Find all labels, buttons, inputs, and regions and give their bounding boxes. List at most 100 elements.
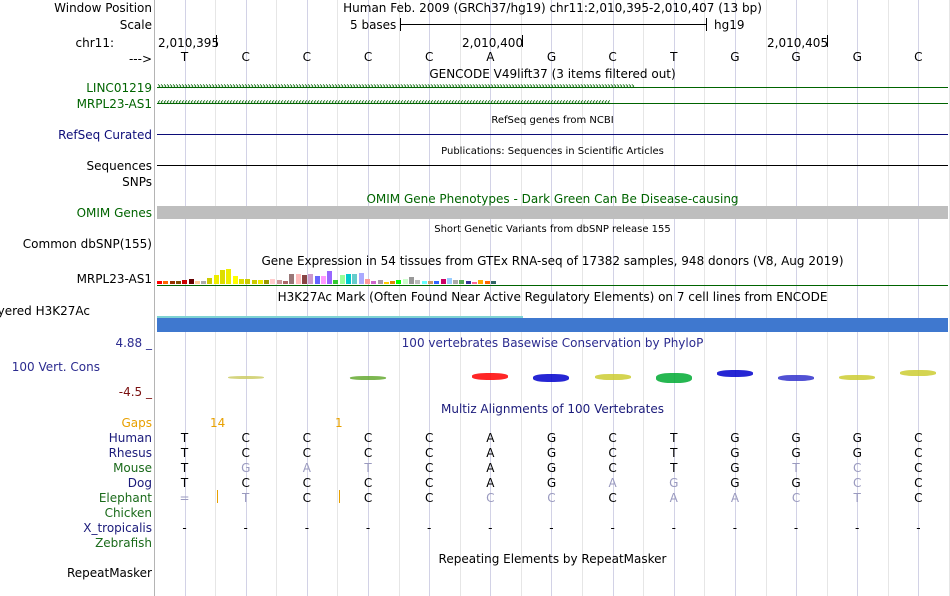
gene-linc01219-track[interactable]: ››››››››››››››››››››››››››››››››››››››››… xyxy=(157,80,948,94)
alignment-base: - xyxy=(243,521,248,535)
gtex-tissue-bar[interactable] xyxy=(251,280,257,284)
gtex-tissue-bar[interactable] xyxy=(188,279,194,284)
h3k27ac-label[interactable]: Layered H3K27Ac xyxy=(0,304,90,318)
gtex-tissue-bar[interactable] xyxy=(358,273,364,284)
phylop-title: 100 vertebrates Basewise Conservation by… xyxy=(401,336,704,350)
gtex-tissue-bar[interactable] xyxy=(301,275,307,284)
sequences-track-line[interactable] xyxy=(157,165,948,166)
gtex-tissue-bar[interactable] xyxy=(276,280,282,284)
refseq-label[interactable]: RefSeq Curated xyxy=(58,128,152,142)
gtex-tissue-bar[interactable] xyxy=(396,280,402,284)
gap-count: 14 xyxy=(210,416,226,430)
gtex-tissue-bar[interactable] xyxy=(220,270,225,284)
species-label-mouse[interactable]: Mouse xyxy=(113,461,152,475)
gtex-tissue-bar[interactable] xyxy=(421,281,427,284)
gtex-tissue-bar[interactable] xyxy=(283,281,288,284)
gtex-tissue-bar[interactable] xyxy=(157,281,162,284)
grid-line xyxy=(826,0,828,596)
dbsnp-label[interactable]: Common dbSNP(155) xyxy=(22,237,152,251)
species-label-rhesus[interactable]: Rhesus xyxy=(108,446,152,460)
grid-line xyxy=(551,0,553,596)
gtex-tissue-bar[interactable] xyxy=(383,282,389,284)
gtex-tissue-bar[interactable] xyxy=(232,276,238,284)
gtex-tissue-bar[interactable] xyxy=(484,281,490,284)
gene-label-mrpl23-as1[interactable]: MRPL23-AS1 xyxy=(76,97,152,111)
gtex-tissue-bar[interactable] xyxy=(390,281,396,284)
gtex-tissue-bar[interactable] xyxy=(207,278,213,284)
gtex-tissue-bar[interactable] xyxy=(175,281,181,284)
species-label-elephant[interactable]: Elephant xyxy=(98,491,152,505)
gtex-tissue-bar[interactable] xyxy=(364,279,370,284)
gtex-tissue-bar[interactable] xyxy=(308,274,314,284)
gtex-tissue-bar[interactable] xyxy=(182,280,188,284)
gtex-tissue-bar[interactable] xyxy=(352,274,358,284)
grid-line xyxy=(520,0,522,596)
species-label-human[interactable]: Human xyxy=(108,431,152,445)
species-label-chicken[interactable]: Chicken xyxy=(104,506,152,520)
species-label-zebrafish[interactable]: Zebrafish xyxy=(95,536,152,550)
gtex-tissue-bar[interactable] xyxy=(346,274,351,284)
alignment-base: G xyxy=(241,461,251,475)
gtex-tissue-bar[interactable] xyxy=(194,281,200,284)
repeatmasker-label[interactable]: RepeatMasker xyxy=(66,566,152,580)
reference-base: T xyxy=(670,50,678,64)
gtex-tissue-bar[interactable] xyxy=(289,274,295,284)
gtex-tissue-bar[interactable] xyxy=(314,276,320,284)
gtex-tissue-bar[interactable] xyxy=(409,277,414,284)
species-label-dog[interactable]: Dog xyxy=(127,476,152,490)
omim-label[interactable]: OMIM Genes xyxy=(76,206,152,220)
gtex-tissue-bar[interactable] xyxy=(270,279,276,284)
gtex-tissue-bar[interactable] xyxy=(472,282,477,284)
species-label-x_tropicalis[interactable]: X_tropicalis xyxy=(83,521,152,535)
gtex-tissue-bar[interactable] xyxy=(320,276,326,284)
gtex-tissue-bar[interactable] xyxy=(264,280,270,284)
gtex-tissue-bar[interactable] xyxy=(402,279,408,284)
grid-line xyxy=(887,0,889,596)
reference-base: C xyxy=(302,50,312,64)
gtex-tissue-bar[interactable] xyxy=(415,280,421,284)
gtex-tissue-bar[interactable] xyxy=(434,281,440,284)
h3k27ac-bar[interactable] xyxy=(157,318,948,332)
gtex-tissue-bar[interactable] xyxy=(295,274,301,284)
gtex-tissue-bar[interactable] xyxy=(226,269,232,284)
gtex-tissue-bar[interactable] xyxy=(459,280,465,284)
omim-bar[interactable] xyxy=(157,206,948,219)
gtex-tissue-bar[interactable] xyxy=(213,275,219,284)
alignment-base: = xyxy=(179,491,190,505)
scale-bar xyxy=(400,24,707,25)
gtex-tissue-bar[interactable] xyxy=(440,279,446,284)
reference-base: C xyxy=(241,50,250,64)
gtex-tissue-bar[interactable] xyxy=(446,278,452,284)
conservation-logo xyxy=(655,373,692,383)
gtex-tissue-bar[interactable] xyxy=(169,281,175,284)
conservation-logo xyxy=(900,370,937,376)
gene-label-linc01219[interactable]: LINC01219 xyxy=(86,81,152,95)
gtex-tissue-bar[interactable] xyxy=(339,275,345,284)
phylop-label[interactable]: 100 Vert. Cons xyxy=(11,360,100,374)
gtex-tissue-bar[interactable] xyxy=(377,280,383,284)
gtex-tissue-bar[interactable] xyxy=(427,281,433,284)
gtex-tissue-bar[interactable] xyxy=(333,280,339,284)
alignment-base: C xyxy=(608,446,617,460)
gtex-tissue-bar[interactable] xyxy=(465,281,471,284)
gene-mrpl23-as1-track[interactable]: ‹‹‹‹‹‹‹‹‹‹‹‹‹‹‹‹‹‹‹‹‹‹‹‹‹‹‹‹‹‹‹‹‹‹‹‹‹‹‹‹… xyxy=(157,96,948,110)
gtex-tissue-bar[interactable] xyxy=(453,280,459,284)
gtex-tissue-bar[interactable] xyxy=(257,280,263,284)
gtex-tissue-bar[interactable] xyxy=(238,279,244,284)
gtex-tissue-bar[interactable] xyxy=(201,281,207,284)
gtex-tissue-bar[interactable] xyxy=(478,280,484,284)
gtex-tissue-bar[interactable] xyxy=(490,281,496,284)
alignment-base: G xyxy=(669,476,679,490)
gaps-label[interactable]: Gaps xyxy=(121,416,152,430)
gtex-label[interactable]: MRPL23-AS1 xyxy=(76,272,152,286)
sequences-label[interactable]: Sequences xyxy=(86,159,152,173)
gtex-tissue-bar[interactable] xyxy=(163,281,169,284)
grid-line xyxy=(796,0,798,596)
gtex-tissue-bar[interactable] xyxy=(245,279,251,284)
gtex-tissue-bar[interactable] xyxy=(371,281,377,284)
grid-line xyxy=(368,0,370,596)
refseq-track-line[interactable] xyxy=(157,134,948,135)
snps-label[interactable]: SNPs xyxy=(122,175,152,189)
gtex-tissue-bar[interactable] xyxy=(327,271,333,284)
alignment-base: - xyxy=(365,521,371,535)
